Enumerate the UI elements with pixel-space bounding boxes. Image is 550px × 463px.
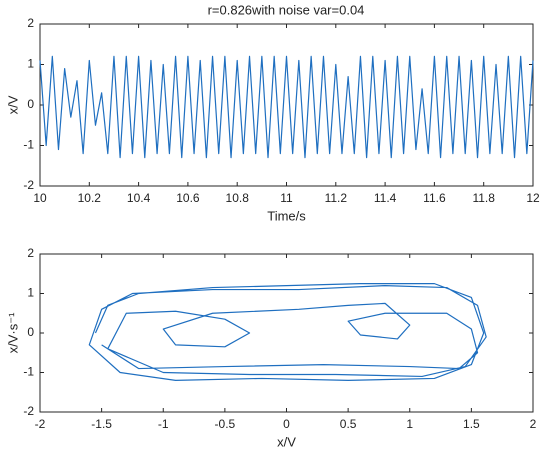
plot-area bbox=[39, 253, 534, 413]
y-tick-label: 2 bbox=[27, 246, 34, 260]
x-tick-label: -1.5 bbox=[91, 417, 112, 431]
y-tick-label: 1 bbox=[27, 57, 34, 71]
y-axis-label: x/V bbox=[5, 95, 20, 114]
x-tick-label: 11.2 bbox=[325, 191, 348, 205]
x-tick-label: -0.5 bbox=[215, 417, 236, 431]
x-tick-label: 10.8 bbox=[226, 191, 250, 205]
x-axis-label: Time/s bbox=[267, 208, 306, 223]
x-tick-label: 10.2 bbox=[78, 191, 102, 205]
x-tick-label: 11.4 bbox=[374, 191, 397, 205]
x-tick-label: 10.6 bbox=[176, 191, 200, 205]
x-tick-label: 1 bbox=[406, 417, 413, 431]
y-tick-label: 0 bbox=[27, 325, 34, 339]
x-tick-label: -2 bbox=[35, 417, 46, 431]
y-tick-label: -1 bbox=[23, 365, 34, 379]
y-tick-label: 1 bbox=[27, 286, 34, 300]
chart-title: r=0.826with noise var=0.04 bbox=[208, 2, 365, 17]
y-tick-label: -2 bbox=[23, 178, 34, 192]
x-tick-label: 2 bbox=[530, 417, 537, 431]
x-tick-label: 11.8 bbox=[472, 191, 495, 205]
plot-area bbox=[39, 23, 534, 187]
x-tick-label: 11.6 bbox=[423, 191, 446, 205]
y-tick-label: -1 bbox=[23, 138, 34, 152]
x-tick-label: 0 bbox=[283, 417, 290, 431]
x-tick-label: 10 bbox=[33, 191, 47, 205]
x-axis-label: x/V bbox=[277, 434, 296, 449]
x-tick-label: 1.5 bbox=[463, 417, 480, 431]
y-tick-label: 0 bbox=[27, 97, 34, 111]
x-tick-label: -1 bbox=[158, 417, 169, 431]
data-line bbox=[39, 55, 534, 159]
x-tick-label: 10.4 bbox=[127, 191, 151, 205]
data-line bbox=[88, 283, 487, 381]
y-axis-label: x/V·s⁻¹ bbox=[5, 312, 20, 353]
x-tick-label: 11 bbox=[280, 191, 293, 205]
y-tick-label: 2 bbox=[27, 16, 34, 30]
x-tick-label: 0.5 bbox=[340, 417, 357, 431]
x-tick-label: 12 bbox=[526, 191, 540, 205]
y-tick-label: -2 bbox=[23, 404, 34, 418]
